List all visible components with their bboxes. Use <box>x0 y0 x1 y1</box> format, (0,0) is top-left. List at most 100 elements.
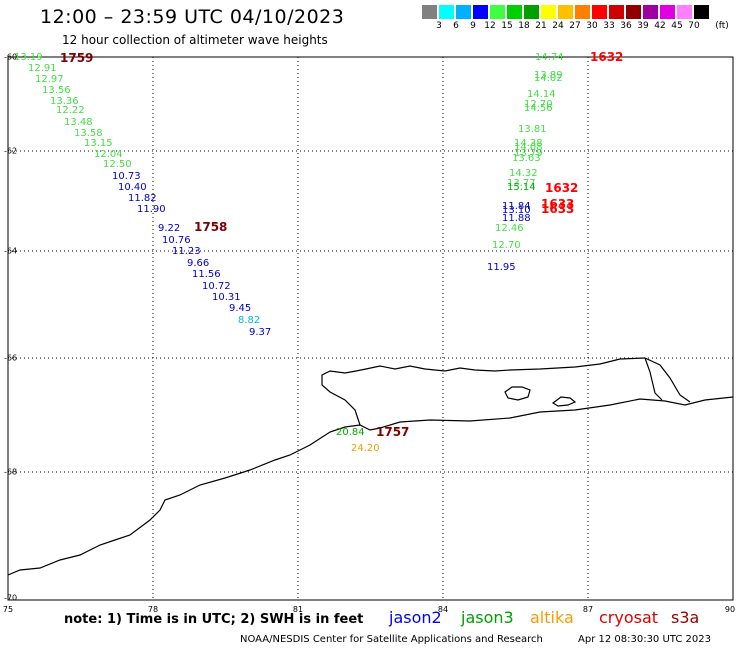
legend-label: 42 <box>654 21 666 31</box>
pass-time-label: 1757 <box>376 425 410 439</box>
lon-label: 87 <box>582 605 594 614</box>
wave-height-label: 14.32 <box>509 168 538 179</box>
legend-swatch <box>490 5 505 19</box>
wave-height-label: 10.72 <box>202 281 231 292</box>
lat-label: -62 <box>4 146 18 156</box>
wave-height-label: 13.79 <box>514 148 543 159</box>
legend-swatch <box>558 5 573 19</box>
pass-time-label: 1759 <box>60 51 94 65</box>
wave-height-label: 15.14 <box>507 182 536 193</box>
wave-height-label: 14.02 <box>534 73 563 84</box>
map-title: 12:00 – 23:59 UTC 04/10/2023 <box>40 6 345 28</box>
legend-label: 39 <box>637 21 649 31</box>
wave-height-label: 13.36 <box>50 96 79 107</box>
wave-height-label: 11.82 <box>128 193 157 204</box>
wave-height-label: 13.10 <box>502 205 531 216</box>
legend-swatch <box>694 5 709 19</box>
wave-height-label: 12.46 <box>495 223 524 234</box>
wave-height-label: 14.56 <box>524 103 553 114</box>
legend-swatch <box>507 5 522 19</box>
legend-swatch <box>592 5 607 19</box>
mission-name: s3a <box>671 608 700 627</box>
wave-height-label: 13.19 <box>14 52 43 63</box>
wave-height-label: 12.70 <box>524 99 553 110</box>
legend-swatch <box>626 5 641 19</box>
wave-height-label: 11.56 <box>192 269 221 280</box>
pass-time-label: 1632 <box>545 181 579 195</box>
credit-line: NOAA/NESDIS Center for Satellite Applica… <box>240 634 543 645</box>
mission-name: altika <box>530 608 574 627</box>
wave-height-label: 9.45 <box>229 303 252 314</box>
legend-label: 12 <box>484 21 496 31</box>
wave-height-label: 12.97 <box>35 74 64 85</box>
wave-height-label: 11.95 <box>487 262 516 273</box>
legend-label: 24 <box>552 21 564 31</box>
wave-height-label: 13.81 <box>518 124 547 135</box>
wave-height-label: 11.84 <box>502 201 531 212</box>
coastline <box>7 357 734 576</box>
lon-label: 84 <box>437 605 449 614</box>
lon-label: 78 <box>147 605 159 614</box>
wave-height-label: 11.88 <box>502 213 531 224</box>
wave-height-label: 12.50 <box>103 159 132 170</box>
legend-units: (ft) <box>715 21 729 31</box>
lat-label: -66 <box>4 353 18 363</box>
wave-height-label: 12.22 <box>56 105 85 116</box>
lat-label: -64 <box>4 246 18 256</box>
wave-height-label: 14.38 <box>514 138 543 149</box>
legend-label: 21 <box>535 21 547 31</box>
legend-label: 9 <box>470 21 476 31</box>
wave-height-label: 9.37 <box>249 327 272 338</box>
wave-height-label: 8.82 <box>238 315 261 326</box>
legend-swatch <box>541 5 556 19</box>
legend-swatch <box>456 5 471 19</box>
legend-swatch <box>473 5 488 19</box>
legend-swatch <box>439 5 454 19</box>
wave-height-label: 13.56 <box>42 85 71 96</box>
wave-height-label: 13.15 <box>84 138 113 149</box>
wave-height-label: 9.66 <box>187 258 210 269</box>
wave-height-label: 20.84 <box>336 427 365 438</box>
lon-label: 81 <box>292 605 304 614</box>
pass-time-label: 1758 <box>194 220 228 234</box>
generated-timestamp: Apr 12 08:30:30 UTC 2023 <box>578 634 711 645</box>
legend-label: 45 <box>671 21 683 31</box>
units-note: note: 1) Time is in UTC; 2) SWH is in fe… <box>64 612 364 627</box>
legend-label: 18 <box>518 21 530 31</box>
legend-label: 15 <box>501 21 513 31</box>
legend-label: 30 <box>586 21 598 31</box>
wave-height-label: 13.48 <box>64 117 93 128</box>
wave-height-label: 10.31 <box>212 292 241 303</box>
wave-height-label: 10.76 <box>162 235 191 246</box>
wave-height-label: 14.14 <box>527 89 556 100</box>
legend-swatch <box>575 5 590 19</box>
lon-label: 90 <box>724 605 736 614</box>
lat-label: -68 <box>4 467 18 477</box>
graticule-grid <box>8 57 733 600</box>
legend-label: 36 <box>620 21 632 31</box>
legend-label: 70 <box>688 21 700 31</box>
wave-height-label: 12.70 <box>492 240 521 251</box>
legend-label: 27 <box>569 21 581 31</box>
lat-label: -60 <box>4 52 18 62</box>
wave-height-label: 12.91 <box>28 63 57 74</box>
wave-height-label: 10.40 <box>118 182 147 193</box>
wave-height-label: 24.20 <box>351 443 380 454</box>
lat-label: -70 <box>4 593 18 603</box>
wave-height-label: 13.58 <box>74 128 103 139</box>
legend-swatch <box>643 5 658 19</box>
wave-height-label: 13.77 <box>507 178 536 189</box>
wave-height-label: 9.22 <box>158 223 181 234</box>
mission-name: jason2 <box>389 608 442 627</box>
legend-label: 3 <box>436 21 442 31</box>
wave-height-label: 13.63 <box>512 153 541 164</box>
pass-time-label: 1632 <box>590 50 624 64</box>
wave-height-label: 12.04 <box>94 149 123 160</box>
mission-name: cryosat <box>599 608 659 627</box>
map-border <box>7 56 734 601</box>
lon-label: 75 <box>2 605 14 614</box>
wave-height-label: 14.08 <box>514 142 543 153</box>
legend-swatch <box>609 5 624 19</box>
wave-height-label: 14.74 <box>535 52 564 63</box>
